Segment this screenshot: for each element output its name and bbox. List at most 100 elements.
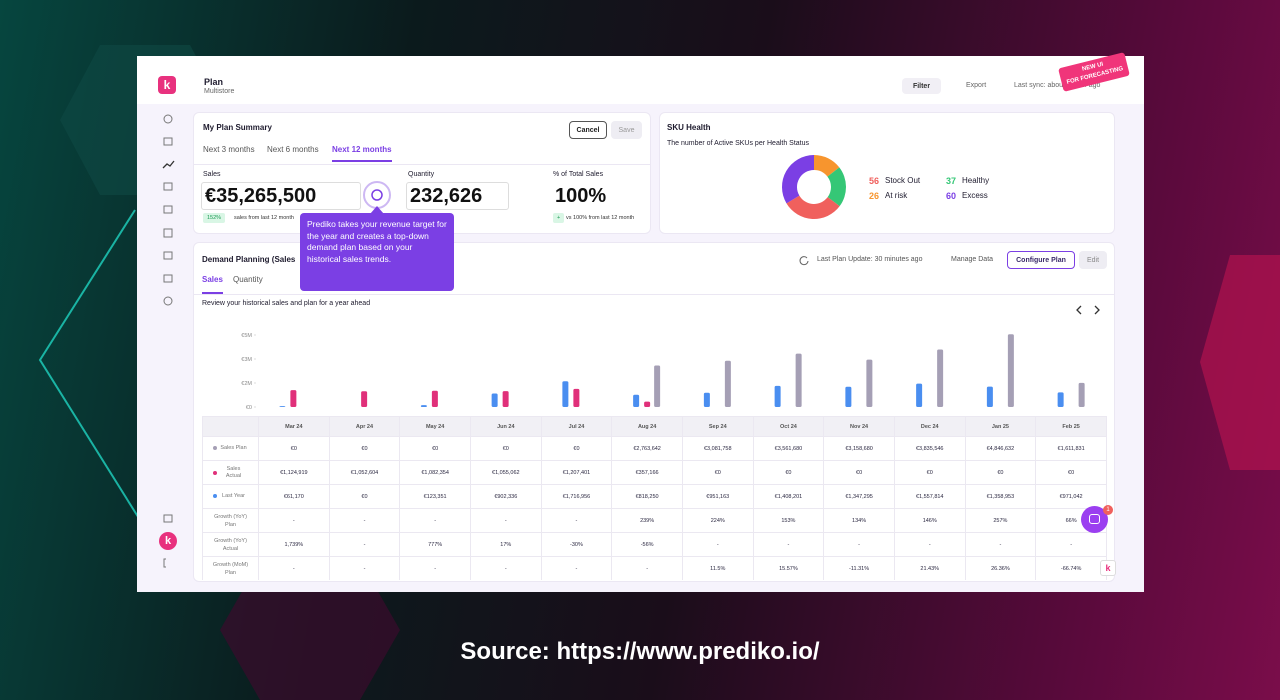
row-sub: Actual	[222, 545, 239, 552]
nav-icon[interactable]	[163, 137, 173, 146]
edit-button[interactable]: Edit	[1079, 251, 1107, 269]
widget-logo[interactable]: k	[1100, 560, 1116, 576]
cancel-button[interactable]: Cancel	[569, 121, 607, 139]
value-cell: €0	[893, 460, 966, 485]
value-cell: €1,055,062	[469, 460, 542, 485]
chat-badge: 1	[1103, 505, 1113, 515]
data-table: Mar 24 Apr 24 May 24 Jun 24 Jul 24 Aug 24 Sep …	[202, 416, 1107, 580]
view-tab[interactable]: Sales	[202, 275, 223, 294]
value-cell: 11.5%	[681, 556, 754, 580]
donut-chart	[782, 155, 846, 219]
value-cell: €0	[681, 460, 754, 485]
value-cell: €1,082,354	[399, 460, 471, 485]
value-cell: €123,351	[399, 484, 471, 509]
x-tick-label: Sep 24	[681, 416, 754, 437]
table: Mar 24 Apr 24 May 24 Jun 24 Jul 24 Aug 24 Sep …	[202, 416, 1107, 580]
bar	[724, 360, 731, 407]
value-cell: -	[328, 532, 401, 557]
x-tick-label: Jun 24	[469, 416, 542, 437]
quantity-input[interactable]	[406, 182, 509, 210]
legend-label: Stock Out	[885, 176, 921, 185]
sidebar	[162, 114, 175, 568]
nav-icon[interactable]	[162, 160, 175, 169]
value-cell: -	[823, 532, 895, 557]
value-cell: €1,207,401	[540, 460, 613, 485]
manage-data[interactable]: Manage Data	[951, 256, 994, 263]
export-button[interactable]: Export	[966, 82, 987, 89]
value-cell: €0	[328, 484, 401, 509]
next-arrow[interactable]	[1094, 305, 1100, 315]
bar	[845, 386, 852, 407]
bar	[644, 401, 651, 407]
nav-icon[interactable]	[163, 274, 173, 283]
row-name: Growth (YoY)	[214, 537, 247, 544]
value-cell: €1,408,201	[752, 484, 825, 509]
legend-label: Sales Actual	[225, 465, 242, 479]
value-cell: 777%	[399, 532, 471, 557]
view-tab[interactable]: Quantity	[233, 275, 263, 284]
nav-icon[interactable]	[163, 205, 173, 214]
save-button[interactable]: Save	[611, 121, 642, 139]
period-tab[interactable]: Next 6 months	[267, 145, 319, 154]
value-cell: -	[469, 556, 542, 580]
value-cell: €1,557,814	[893, 484, 966, 509]
legend-dot	[212, 446, 217, 451]
bar	[795, 353, 802, 407]
sku-health-card	[659, 112, 1115, 234]
prev-arrow[interactable]	[1076, 305, 1082, 315]
metric-badge: +	[553, 213, 565, 223]
growth-row: Growth (YoY) Plan - - - - -239% 224% 153% 134% 146…	[202, 508, 1107, 533]
logo[interactable]: k	[158, 76, 176, 94]
nav-icon[interactable]	[163, 114, 173, 124]
value-cell: €1,716,956	[540, 484, 613, 509]
value-cell: €1,052,604	[328, 460, 401, 485]
last-sync: Last sync: about 1 hour ago	[1014, 82, 1101, 89]
card-title: My Plan Summary	[203, 123, 272, 132]
top-bar	[137, 56, 1144, 104]
value-cell: €357,166	[611, 460, 683, 485]
caption: Source: https://www.prediko.io/	[460, 638, 820, 665]
legend-label: Sales Plan	[220, 444, 247, 451]
donut-slice	[786, 195, 840, 219]
value-cell: €818,250	[611, 484, 683, 509]
value-cell: 257%	[964, 508, 1037, 533]
avatar[interactable]: k	[159, 532, 177, 550]
refresh-icon[interactable]	[798, 254, 810, 266]
period-tab[interactable]: Next 12 months	[332, 145, 392, 162]
value-cell: €0	[258, 436, 330, 461]
period-tab[interactable]: Next 3 months	[203, 145, 255, 154]
nav-icon[interactable]	[163, 228, 173, 238]
nav-icon[interactable]	[163, 296, 173, 306]
row-label: Growth (MoM) Plan	[202, 556, 259, 580]
value-cell: -56%	[611, 532, 683, 557]
y-tick-label: €0	[246, 405, 252, 411]
value-cell: -	[611, 556, 683, 580]
tooltip-arrow	[370, 206, 384, 214]
sales-input[interactable]	[201, 182, 361, 210]
bar	[420, 405, 427, 407]
value-cell: €0	[540, 436, 613, 461]
filter-button[interactable]: Filter	[902, 78, 941, 94]
legend-label: Excess	[962, 191, 988, 200]
bar	[937, 349, 944, 407]
x-tick-label: Nov 24	[823, 416, 895, 437]
bar	[703, 392, 710, 407]
value-cell: €3,835,546	[893, 436, 966, 461]
nav-icon[interactable]	[163, 514, 173, 523]
configure-plan-button[interactable]: Configure Plan	[1007, 251, 1075, 269]
value-cell: 26.36%	[964, 556, 1037, 580]
row-name: Growth (MoM)	[212, 561, 249, 568]
legend-label: Healthy	[962, 176, 990, 185]
bar	[361, 391, 368, 407]
nav-icon[interactable]	[163, 251, 173, 260]
x-tick-label: Feb 25	[1035, 416, 1107, 437]
refresh-arc	[799, 256, 809, 266]
value-cell: 134%	[823, 508, 895, 533]
bar	[866, 359, 873, 407]
value-cell: -	[681, 532, 754, 557]
value-cell: -	[893, 532, 966, 557]
nav-icon[interactable]	[163, 182, 173, 191]
bar	[431, 390, 438, 407]
logout-icon[interactable]	[163, 558, 166, 568]
